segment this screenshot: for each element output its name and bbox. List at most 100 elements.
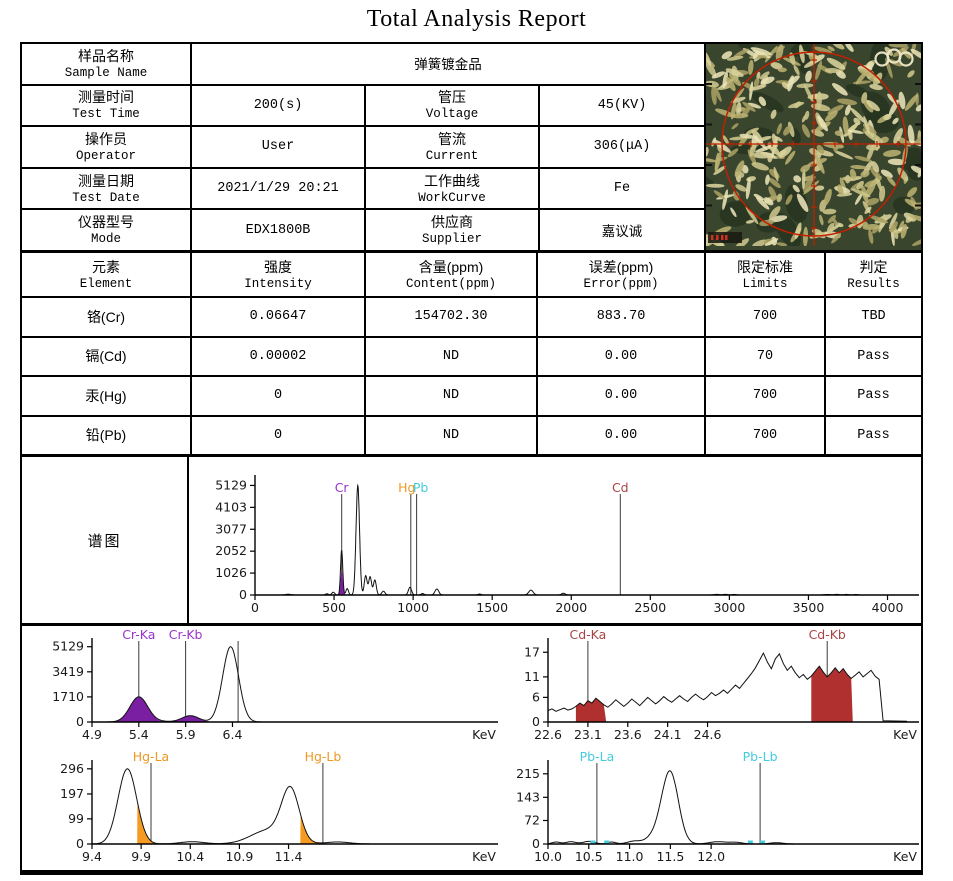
supplier-label: 供应商 Supplier — [366, 210, 538, 250]
svg-text:6.4: 6.4 — [223, 727, 243, 742]
mode-label: 仪器型号 Mode — [22, 210, 190, 250]
svg-text:KeV: KeV — [472, 727, 496, 742]
table-row-cr-result: TBD — [826, 298, 921, 336]
svg-text:Pb: Pb — [413, 480, 429, 495]
svg-text:Hg-Lb: Hg-Lb — [305, 750, 342, 764]
sample-photo-image — [706, 44, 921, 246]
svg-text:143: 143 — [516, 789, 540, 804]
table-row-pb-element: 铅(Pb) — [22, 416, 190, 454]
svg-text:0: 0 — [532, 836, 540, 851]
table-row-pb-intensity: 0 — [192, 416, 364, 454]
svg-text:Pb-La: Pb-La — [580, 750, 615, 764]
table-row-cd-error: 0.00 — [538, 337, 704, 375]
svg-text:10.4: 10.4 — [176, 849, 204, 864]
svg-text:KeV: KeV — [893, 849, 917, 864]
sample-photo — [706, 44, 921, 250]
svg-text:11.5: 11.5 — [656, 849, 684, 864]
sample-info-table: 样品名称 Sample Name 弹簧镀金品 测量时间 Test Time 200… — [22, 44, 921, 250]
svg-text:215: 215 — [516, 766, 540, 781]
col-header-element: 元素 Element — [22, 253, 190, 296]
svg-text:3419: 3419 — [52, 664, 84, 679]
col-header-error: 误差(ppm) Error(ppm) — [538, 253, 704, 296]
svg-text:2052: 2052 — [215, 543, 247, 558]
svg-text:11.0: 11.0 — [616, 849, 644, 864]
supplier-value: 嘉议诚 — [540, 210, 704, 250]
col-header-intensity: 强度 Intensity — [192, 253, 364, 296]
svg-text:5129: 5129 — [215, 477, 247, 492]
table-row-cr-intensity: 0.06647 — [192, 298, 364, 336]
current-value: 306(μA) — [540, 127, 704, 167]
svg-text:10.5: 10.5 — [575, 849, 603, 864]
svg-text:Cr-Kb: Cr-Kb — [169, 628, 203, 642]
svg-text:Cd: Cd — [612, 480, 629, 495]
svg-text:3000: 3000 — [713, 600, 745, 615]
spectrum-chart-cell: 0 1026 2052 3077 4103 5129 0 500 1000 1500 2000 250… — [189, 457, 921, 623]
svg-text:KeV: KeV — [472, 849, 496, 864]
svg-text:24.6: 24.6 — [694, 727, 722, 742]
svg-text:1500: 1500 — [476, 600, 508, 615]
test-date-label: 测量日期 Test Date — [22, 168, 190, 209]
hg-la-lb-chart: 0 99 197 296 9.4 9.9 10.4 10.9 11.4 KeV Hg-La Hg-Lb — [60, 750, 498, 864]
table-row-cd-intensity: 0.00002 — [192, 337, 364, 375]
svg-text:99: 99 — [68, 811, 84, 826]
svg-text:0: 0 — [76, 714, 84, 729]
svg-text:22.6: 22.6 — [534, 727, 562, 742]
svg-text:Hg-La: Hg-La — [133, 750, 169, 764]
operator-value: User — [192, 127, 364, 167]
workcurve-label: 工作曲线 WorkCurve — [366, 168, 538, 209]
svg-text:5129: 5129 — [52, 639, 84, 654]
svg-text:17: 17 — [524, 644, 540, 659]
table-row-hg-intensity: 0 — [192, 377, 364, 415]
svg-text:9.4: 9.4 — [82, 849, 102, 864]
svg-text:4.9: 4.9 — [82, 727, 102, 742]
col-header-content: 含量(ppm) Content(ppm) — [366, 253, 536, 296]
table-row-cr-limit: 700 — [706, 298, 824, 336]
current-label: 管流 Current — [366, 127, 538, 167]
page-title: Total Analysis Report — [366, 6, 587, 32]
svg-text:0: 0 — [251, 600, 259, 615]
table-row-hg-result: Pass — [826, 377, 921, 415]
svg-text:2500: 2500 — [634, 600, 666, 615]
table-row-pb-result: Pass — [826, 416, 921, 454]
svg-text:1026: 1026 — [215, 565, 247, 580]
spectrum-section: 谱图 0 1026 2052 3077 4103 5129 0 500 1000 1500 2000… — [22, 457, 921, 623]
operator-label: 操作员 Operator — [22, 127, 190, 167]
table-row-hg-element: 汞(Hg) — [22, 377, 190, 415]
svg-text:11.4: 11.4 — [275, 849, 303, 864]
table-row-hg-limit: 700 — [706, 377, 824, 415]
table-row-cd-result: Pass — [826, 337, 921, 375]
test-date-value: 2021/1/29 20:21 — [192, 168, 364, 209]
svg-text:4103: 4103 — [215, 499, 247, 514]
svg-text:72: 72 — [524, 812, 540, 827]
element-results-table: 元素 Element 强度 Intensity 含量(ppm) Content(ppm… — [22, 253, 921, 454]
sample-name-label: 样品名称 Sample Name — [22, 44, 190, 84]
spectrum-chart: 0 1026 2052 3077 4103 5129 0 500 1000 1500 2000 250… — [215, 475, 919, 615]
table-row-cd-element: 镉(Cd) — [22, 337, 190, 375]
svg-text:10.9: 10.9 — [225, 849, 253, 864]
table-row-cr-error: 883.70 — [538, 298, 704, 336]
svg-text:197: 197 — [60, 786, 84, 801]
table-row-pb-error: 0.00 — [538, 416, 704, 454]
table-row-cd-content: ND — [366, 337, 536, 375]
svg-text:500: 500 — [322, 600, 346, 615]
sample-name-value: 弹簧镀金品 — [192, 44, 704, 84]
cr-ka-kb-chart: 0 1710 3419 5129 4.9 5.4 5.9 6.4 KeV Cr-Ka Cr-Kb — [52, 628, 498, 742]
col-header-limits: 限定标准 Limits — [706, 253, 824, 296]
table-row-cr-content: 154702.30 — [366, 298, 536, 336]
report-table: 样品名称 Sample Name 弹簧镀金品 测量时间 Test Time 200… — [20, 42, 923, 875]
pb-la-lb-chart: 0 72 143 215 10.0 10.5 11.0 11.5 12.0 KeV Pb-La Pb-… — [516, 750, 919, 864]
svg-text:0: 0 — [532, 714, 540, 729]
table-row-hg-error: 0.00 — [538, 377, 704, 415]
voltage-value: 45(KV) — [540, 85, 704, 126]
svg-text:0: 0 — [76, 836, 84, 851]
svg-text:5.9: 5.9 — [176, 727, 196, 742]
table-row-hg-content: ND — [366, 377, 536, 415]
svg-text:Cd-Kb: Cd-Kb — [809, 628, 846, 642]
svg-text:3077: 3077 — [215, 521, 247, 536]
svg-text:Hg: Hg — [398, 480, 415, 495]
table-row-cd-limit: 70 — [706, 337, 824, 375]
table-row-pb-limit: 700 — [706, 416, 824, 454]
spectrum-label: 谱图 — [22, 457, 187, 623]
svg-text:6: 6 — [532, 689, 540, 704]
